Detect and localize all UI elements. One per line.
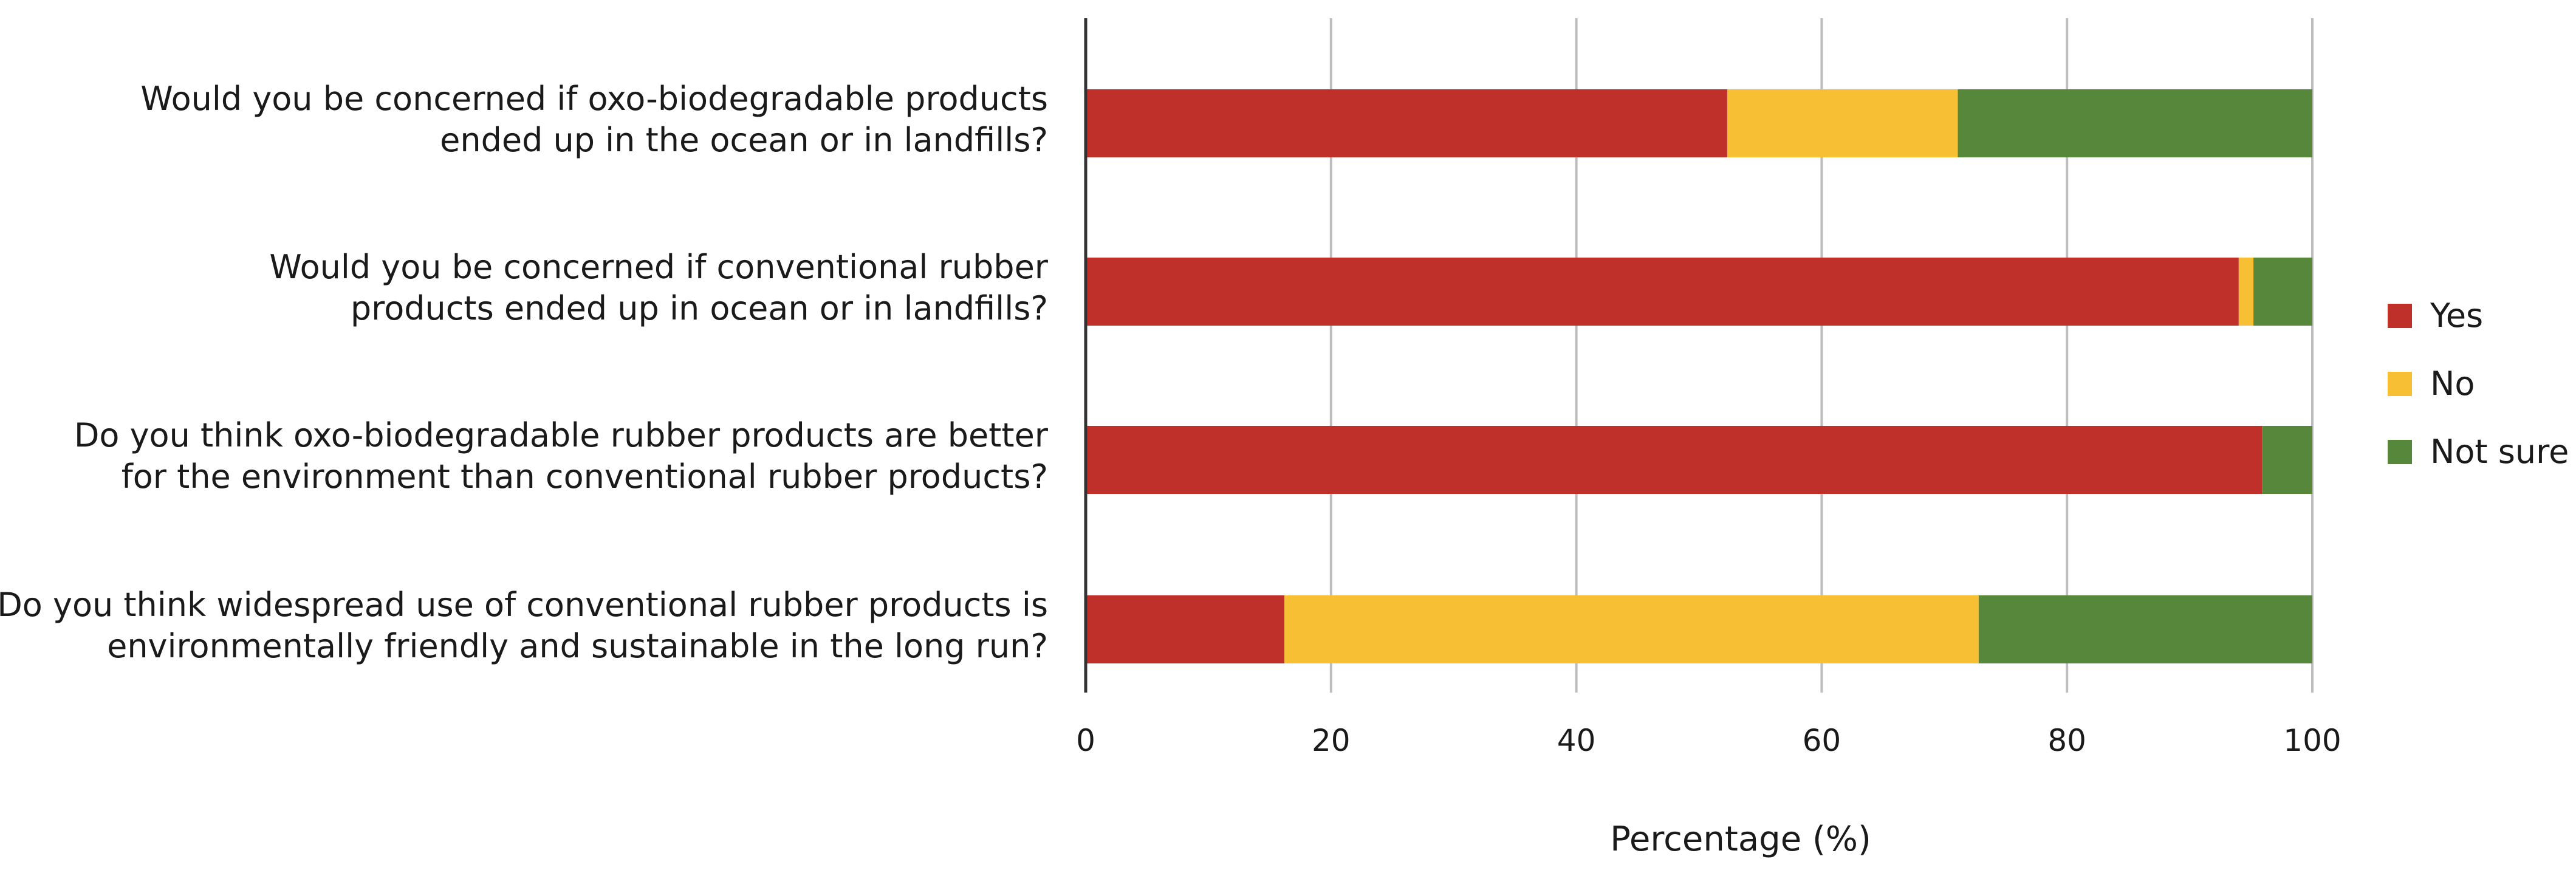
bar-segment-yes — [1086, 426, 2263, 494]
legend-label-no: No — [2430, 365, 2475, 403]
x-tick-label: 80 — [2047, 723, 2086, 758]
bar-segment-yes — [1086, 89, 1727, 157]
legend: Yes No Not sure — [2388, 296, 2569, 471]
bars — [1086, 89, 2312, 663]
bar-segment-not-sure — [2253, 258, 2312, 326]
bar-segment-yes — [1086, 258, 2239, 326]
category-label: Would you be concerned if oxo-biodegrada… — [140, 80, 1048, 159]
bar-segment-not-sure — [1958, 89, 2312, 157]
category-label-line: Do you think widespread use of conventio… — [0, 586, 1048, 624]
category-label: Do you think oxo-biodegradable rubber pr… — [74, 416, 1049, 496]
x-tick-label: 100 — [2283, 723, 2341, 758]
category-label: Do you think widespread use of conventio… — [0, 586, 1048, 665]
bar-segment-not-sure — [1978, 595, 2312, 663]
category-label-line: Do you think oxo-biodegradable rubber pr… — [74, 416, 1049, 454]
x-tick-label: 0 — [1076, 723, 1095, 758]
bar-segment-no — [2238, 258, 2254, 326]
category-label-line: Would you be concerned if conventional r… — [269, 248, 1048, 286]
category-label: Would you be concerned if conventional r… — [269, 248, 1048, 327]
legend-swatch-no — [2388, 372, 2412, 396]
bar-segment-no — [1284, 595, 1979, 663]
category-labels: Would you be concerned if oxo-biodegrada… — [0, 80, 1049, 665]
bar-segment-no — [1727, 89, 1958, 157]
legend-swatch-yes — [2388, 304, 2412, 328]
category-label-line: products ended up in ocean or in landfil… — [351, 289, 1048, 327]
category-label-line: environmentally friendly and sustainable… — [107, 627, 1048, 665]
legend-label-not-sure: Not sure — [2430, 433, 2569, 471]
legend-swatch-not-sure — [2388, 440, 2412, 464]
bar-segment-not-sure — [2262, 426, 2312, 494]
bar-segment-yes — [1086, 595, 1285, 663]
x-tick-label: 60 — [1803, 723, 1841, 758]
x-axis-title: Percentage (%) — [1610, 820, 1871, 859]
category-label-line: for the environment than conventional ru… — [122, 457, 1048, 496]
category-label-line: Would you be concerned if oxo-biodegrada… — [140, 80, 1048, 118]
category-label-line: ended up in the ocean or in landfills? — [440, 121, 1048, 159]
x-tick-labels: 0 20 40 60 80 100 — [1076, 723, 2341, 758]
legend-label-yes: Yes — [2430, 296, 2483, 335]
x-tick-label: 20 — [1312, 723, 1351, 758]
x-tick-label: 40 — [1557, 723, 1596, 758]
